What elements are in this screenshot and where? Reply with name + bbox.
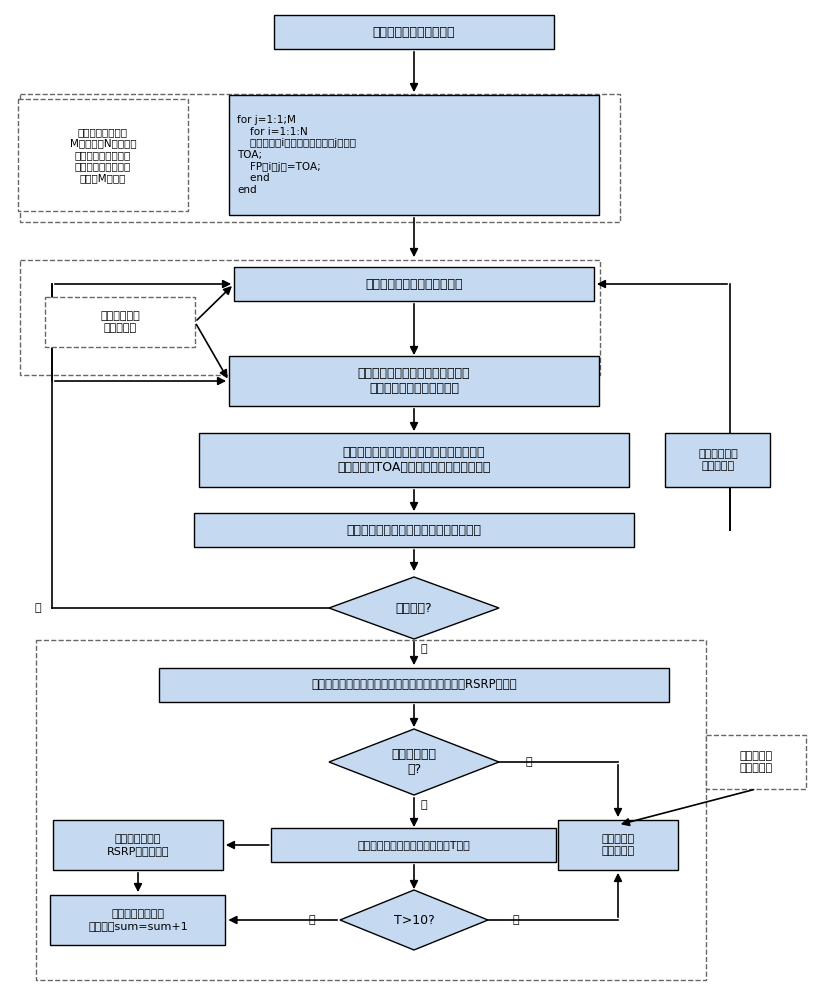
Text: 根据用户测量的
RSRP值进行计数: 根据用户测量的 RSRP值进行计数	[107, 834, 169, 856]
Text: 是: 是	[308, 915, 315, 925]
FancyBboxPatch shape	[229, 356, 598, 406]
Text: 匹配成功?: 匹配成功?	[395, 601, 432, 614]
FancyBboxPatch shape	[53, 820, 222, 870]
Polygon shape	[340, 890, 487, 950]
Text: 进行用户与小小区连接时间长度T计算: 进行用户与小小区连接时间长度T计算	[357, 840, 470, 850]
Text: 是: 是	[420, 800, 427, 810]
FancyBboxPatch shape	[234, 267, 593, 301]
FancyBboxPatch shape	[198, 433, 629, 487]
FancyBboxPatch shape	[18, 99, 188, 211]
Text: 该次异频检
测为无效的: 该次异频检 测为无效的	[600, 834, 633, 856]
Text: 否: 否	[512, 915, 519, 925]
Polygon shape	[328, 729, 499, 795]
FancyBboxPatch shape	[45, 297, 195, 347]
Text: 配置宏小区与小小区发送信号: 配置宏小区与小小区发送信号	[365, 277, 462, 290]
Text: for j=1:1;M
    for i=1:1:N
    计算宏基站i参信号到达指纹点j的时间
TOA;
    FP（i，j）=TOA;
    end: for j=1:1;M for i=1:1:N 计算宏基站i参信号到达指纹点j的…	[237, 115, 356, 195]
Text: T>10?: T>10?	[393, 914, 434, 926]
FancyBboxPatch shape	[705, 735, 805, 789]
Text: 用户周期性进
行同频检测: 用户周期性进 行同频检测	[697, 449, 737, 471]
Polygon shape	[328, 577, 499, 639]
Text: 用户进行异
频检测过程: 用户进行异 频检测过程	[739, 751, 772, 773]
Text: 否: 否	[35, 603, 41, 613]
Text: 部署宏小区与小小区基站: 部署宏小区与小小区基站	[372, 25, 455, 38]
FancyBboxPatch shape	[159, 668, 668, 702]
Text: 否: 否	[525, 757, 532, 767]
FancyBboxPatch shape	[557, 820, 677, 870]
FancyBboxPatch shape	[50, 895, 225, 945]
FancyBboxPatch shape	[194, 513, 633, 547]
Text: 宏基站根据用户测量结果进行指纹匹配。: 宏基站根据用户测量结果进行指纹匹配。	[346, 524, 481, 536]
Text: 发送信号与接
收信号产生: 发送信号与接 收信号产生	[100, 311, 140, 333]
Text: 生成某一时刻（或位置）用户接收
信号（包括时延，路损）。: 生成某一时刻（或位置）用户接收 信号（包括时延，路损）。	[357, 367, 470, 395]
Text: 用户根据该位置的接收信号，测量出该位置
的指纹项（TOA），并将之返回给宏基站。: 用户根据该位置的接收信号，测量出该位置 的指纹项（TOA），并将之返回给宏基站。	[337, 446, 490, 474]
Text: 为所有小小区生成
M条指纹，N为选作为
定位参考的宏基站个
数（在每个小小区边
缘选取M个点）: 为所有小小区生成 M条指纹，N为选作为 定位参考的宏基站个 数（在每个小小区边 …	[69, 127, 136, 183]
Text: 有效异频检测次数
计数器：sum=sum+1: 有效异频检测次数 计数器：sum=sum+1	[88, 909, 188, 931]
FancyBboxPatch shape	[665, 433, 770, 487]
Text: 小小区发现成
功?: 小小区发现成 功?	[391, 748, 436, 776]
FancyBboxPatch shape	[229, 95, 598, 215]
Text: 是: 是	[420, 644, 427, 654]
Text: 触发用户进行异频检测，（即，小小区发现过程与RSRP测量）: 触发用户进行异频检测，（即，小小区发现过程与RSRP测量）	[311, 678, 516, 692]
FancyBboxPatch shape	[271, 828, 556, 862]
FancyBboxPatch shape	[274, 15, 553, 49]
